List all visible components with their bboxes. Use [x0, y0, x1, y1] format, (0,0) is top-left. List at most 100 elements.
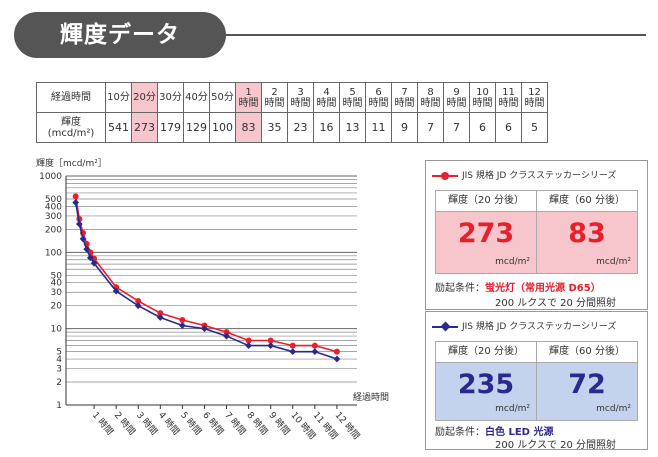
cond-red-prefix: 励起条件： — [435, 283, 485, 294]
data-point — [289, 348, 297, 356]
data-point — [157, 310, 164, 317]
table-cell-value: 7 — [443, 112, 470, 143]
y-tick-label: 200 — [45, 225, 62, 235]
data-point — [135, 298, 142, 305]
table-cell-value: 6 — [495, 112, 522, 143]
table-cell-time: 10分 — [105, 82, 132, 113]
card-blue-60min-value: 72 — [568, 369, 606, 400]
x-tick-label: 8 時間 — [244, 410, 270, 437]
table-cell-time: 8 時間 — [417, 82, 444, 113]
data-point — [245, 337, 252, 344]
table-cell-time: 5 時間 — [339, 82, 366, 113]
data-point — [79, 235, 87, 243]
card-red-20min-value: 273 — [457, 218, 515, 249]
legend-red-line-icon — [432, 171, 458, 180]
table-cell-value: 6 — [469, 112, 496, 143]
y-tick-label: 100 — [45, 248, 62, 258]
time-label-main: 2 — [271, 86, 278, 98]
data-point — [72, 199, 80, 206]
row-label-luminance-line2: (mcd/m²) — [47, 127, 95, 139]
table-cell-value: 129 — [183, 112, 210, 143]
time-label-unit: 時間 — [290, 97, 311, 109]
x-tick-label: 3 時間 — [134, 410, 160, 437]
time-label-main: 1 — [245, 86, 252, 98]
table-cell-time: 6 時間 — [365, 82, 392, 113]
legend-blue-text: JIS 規格 JD クラスステッカーシリーズ — [462, 322, 617, 332]
card-blue-60min-head: 輝度（60 分後） — [537, 342, 637, 363]
time-label-unit: 時間 — [498, 97, 519, 109]
table-cell-time: 9 時間 — [443, 82, 470, 113]
row-label-luminance: 輝度 (mcd/m²) — [36, 112, 106, 143]
x-tick-label: 1 時間 — [90, 410, 116, 437]
panel-blue: JIS 規格 JD クラスステッカーシリーズ 輝度（20 分後） 235 mcd… — [425, 311, 648, 451]
card-blue-20min-head: 輝度（20 分後） — [436, 342, 536, 363]
x-tick-label: 4 時間 — [156, 410, 182, 437]
table-cell-value: 11 — [365, 112, 392, 143]
data-point — [333, 355, 341, 363]
table-cell-time: 50分 — [209, 82, 236, 113]
legend-blue-diamond-icon — [440, 321, 451, 331]
time-label-main: 7 — [401, 86, 408, 98]
legend-red-dot-icon — [441, 171, 449, 180]
time-label-main: 6 — [375, 86, 382, 98]
x-axis-label: 経過時間 — [353, 391, 389, 403]
card-red-20min: 輝度（20 分後） 273 mcd/m² — [436, 191, 537, 273]
data-point — [134, 302, 142, 310]
table-cell-time: 4 時間 — [313, 82, 340, 113]
y-tick-label: 300 — [45, 212, 62, 222]
table-cell-time: 40分 — [183, 82, 210, 113]
table-cell-value: 16 — [313, 112, 340, 143]
time-label-main: 4 — [323, 86, 330, 98]
time-label-unit: 時間 — [238, 97, 259, 109]
time-label-main: 40分 — [185, 92, 208, 103]
legend-red-text: JIS 規格 JD クラスステッカーシリーズ — [462, 171, 617, 181]
time-label-unit: 時間 — [524, 97, 545, 109]
y-tick-label: 3 — [56, 365, 62, 375]
time-label-unit: 時間 — [368, 97, 389, 109]
data-point — [178, 322, 186, 329]
row-label-time: 経過時間 — [36, 82, 106, 113]
data-point — [333, 348, 340, 355]
card-blue-20min: 輝度（20 分後） 235 mcd/m² — [436, 342, 537, 420]
time-label-main: 50分 — [211, 92, 234, 103]
data-point — [75, 220, 83, 228]
table-cell-value: 179 — [157, 112, 184, 143]
cond-blue-prefix: 励起条件： — [435, 427, 485, 438]
table-cell-time: 11 時間 — [495, 82, 522, 113]
table-cell-value: 9 — [391, 112, 418, 143]
series-line-2 — [74, 202, 338, 360]
card-red-20min-body: 273 mcd/m² — [436, 212, 536, 273]
time-label-main: 10 — [476, 86, 489, 98]
table-cell-value: 5 — [521, 112, 548, 143]
table-cell-value: 23 — [287, 112, 314, 143]
time-label-main: 10分 — [107, 92, 130, 103]
card-red-20min-unit: mcd/m² — [495, 257, 530, 267]
y-tick-label: 2 — [56, 378, 62, 388]
table-cell-time: 20分 — [131, 82, 158, 113]
card-red-60min-body: 83 mcd/m² — [537, 212, 637, 273]
card-blue-20min-value: 235 — [457, 369, 515, 400]
y-tick-label: 40 — [51, 279, 63, 289]
x-tick-label: 5 時間 — [178, 410, 204, 437]
time-label-main: 11 — [502, 86, 515, 98]
y-tick-label: 4 — [56, 355, 62, 365]
data-point — [112, 287, 120, 295]
cond-red-line1: 励起条件：蛍光灯（常用光源 D65） — [435, 279, 601, 294]
table-row-luminance: 輝度 (mcd/m²) 541 273 179 129 100 83 35 23 16 13 11 9… — [36, 112, 548, 143]
luminance-table: 経過時間 10分 20分 30分 40分 50分 1 時間 2 時間 3 時間 4 時間 5 時間 6 時間 7 時… — [36, 82, 548, 143]
y-tick-label: 50 — [51, 271, 63, 281]
y-tick-label: 5 — [56, 348, 62, 358]
x-tick-label: 7 時間 — [222, 410, 248, 437]
legend-blue: JIS 規格 JD クラスステッカーシリーズ — [432, 319, 616, 332]
data-point — [223, 332, 230, 340]
table-cell-value: 7 — [417, 112, 444, 143]
header-pill: 輝度データ — [14, 12, 226, 58]
data-point — [289, 342, 296, 349]
header-rule — [226, 34, 646, 36]
data-point — [83, 245, 91, 253]
y-tick-label: 20 — [51, 302, 63, 312]
table-cell-value: 13 — [339, 112, 366, 143]
table-cell-time: 12 時間 — [521, 82, 548, 113]
time-label-unit: 時間 — [316, 97, 337, 109]
y-tick-label: 400 — [45, 202, 62, 212]
